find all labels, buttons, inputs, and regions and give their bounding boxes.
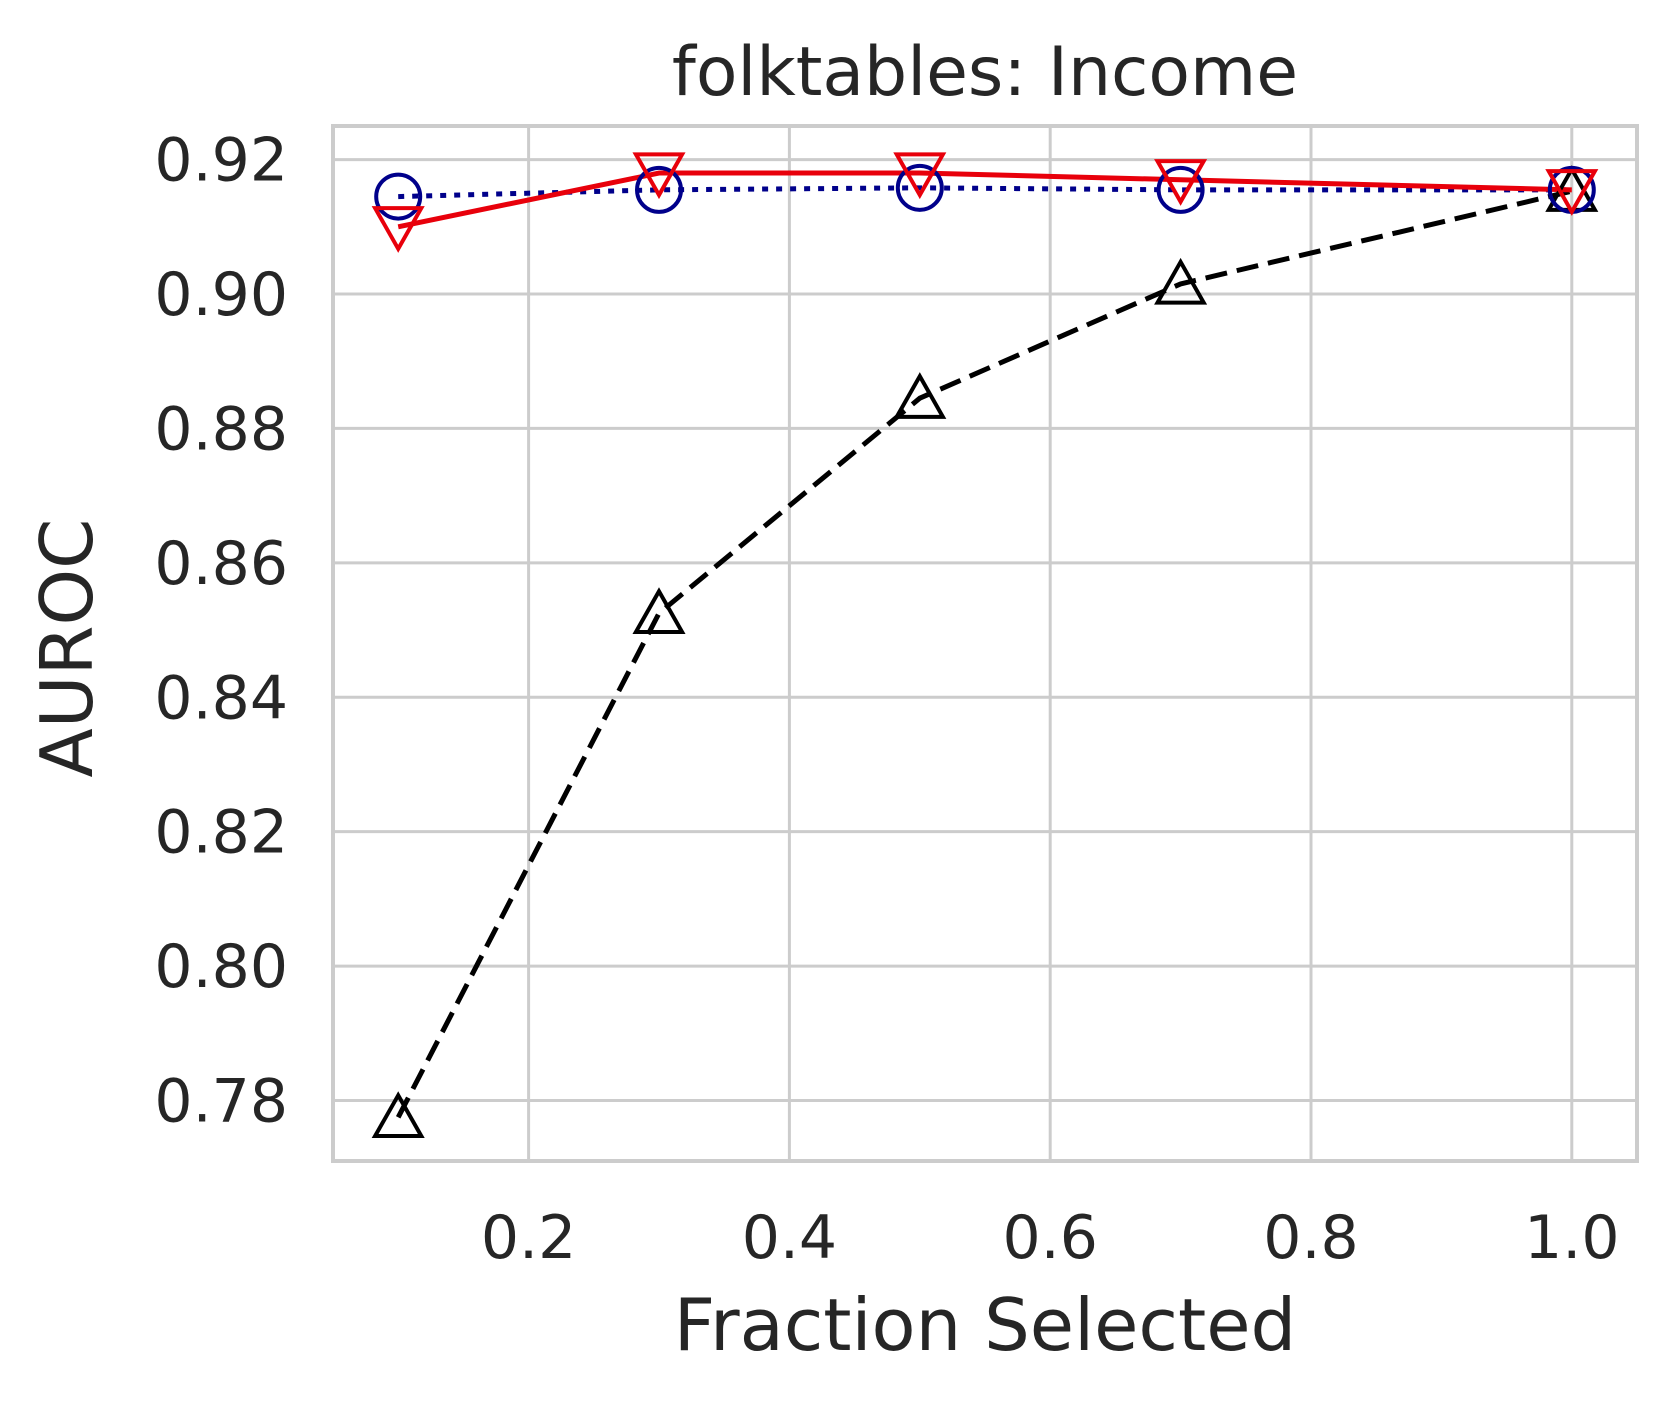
x-tick-label: 0.2 [481, 1203, 576, 1273]
x-tick-label: 0.6 [1002, 1203, 1097, 1273]
data-point [1156, 165, 1205, 214]
data-point [632, 152, 686, 200]
x-tick-label: 0.8 [1263, 1203, 1358, 1273]
y-tick-label: 0.82 [154, 798, 288, 868]
y-tick-label: 0.84 [154, 663, 288, 733]
y-tick-label: 0.92 [154, 126, 288, 196]
data-point [1154, 159, 1208, 206]
data-point [374, 172, 423, 221]
series-2-line [397, 170, 1572, 230]
data-point [371, 1091, 425, 1139]
data-point [635, 165, 683, 214]
data-point [371, 206, 425, 253]
chart-title: folktables: Income [672, 33, 1298, 112]
series-2-markers [371, 152, 1599, 253]
y-tick-label: 0.90 [154, 260, 288, 330]
plot-frame [331, 124, 1639, 1163]
series-0-markers [371, 165, 1599, 1139]
data-point [893, 372, 947, 419]
y-tick-label: 0.80 [154, 932, 288, 1002]
y-axis-label: AUROC [25, 519, 109, 778]
data-point [1545, 169, 1599, 216]
series-1-markers [374, 163, 1596, 221]
data-point [1154, 257, 1208, 305]
data-point [895, 163, 944, 212]
x-axis-label: Fraction Selected [674, 1283, 1296, 1367]
series-0-line [395, 188, 1573, 1119]
x-tick-label: 0.4 [742, 1203, 837, 1273]
y-tick-label: 0.86 [154, 529, 288, 599]
y-tick-label: 0.88 [154, 394, 288, 464]
data-point [632, 587, 686, 634]
grid-group [333, 126, 1637, 1161]
y-tick-label: 0.78 [154, 1067, 288, 1137]
data-point [893, 152, 947, 200]
x-tick-label: 1.0 [1524, 1203, 1619, 1273]
